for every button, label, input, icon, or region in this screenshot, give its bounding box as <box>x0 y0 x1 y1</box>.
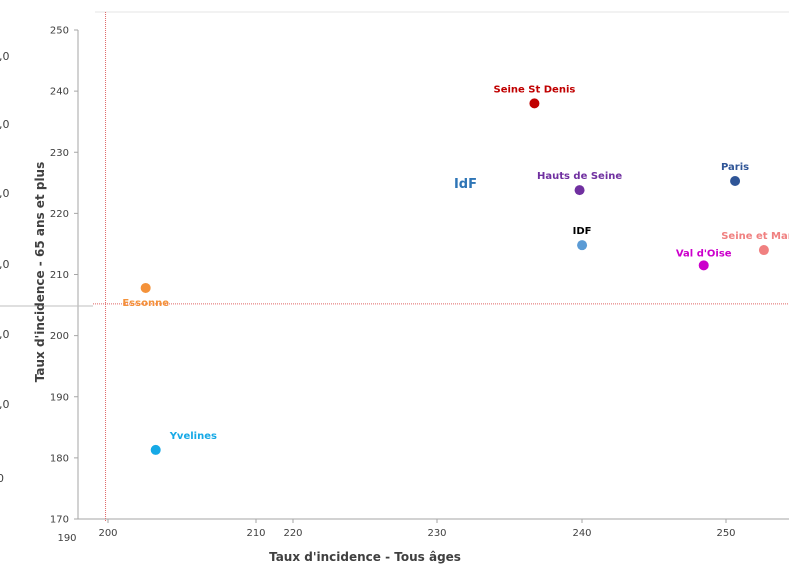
data-point <box>140 282 151 293</box>
data-point-label: Seine St Denis <box>494 84 576 95</box>
y-axis-title: Taux d'incidence - 65 ans et plus <box>33 162 47 382</box>
x-tick-label: 210 <box>246 528 265 539</box>
annotation-idf: IdF <box>454 177 477 192</box>
x-tick-label: 250 <box>716 528 735 539</box>
y-tick-label: 190 <box>50 392 69 403</box>
ghost-left-label: ,0 <box>0 187 10 200</box>
ghost-left-label: ,0 <box>0 258 10 271</box>
x-axis-title: Taux d'incidence - Tous âges <box>269 550 461 564</box>
x-tick-label: 220 <box>283 528 302 539</box>
data-point-label: IDF <box>573 226 592 237</box>
ghost-left-label: ,0 <box>0 328 10 341</box>
data-point <box>150 444 161 455</box>
data-point-label: Paris <box>721 162 749 173</box>
y-tick-label: 250 <box>50 26 69 37</box>
y-tick-label: 230 <box>50 148 69 159</box>
data-point-label: Seine et Marne <box>721 231 789 242</box>
data-point-label: Hauts de Seine <box>537 171 622 182</box>
ghost-left-labels: ,0 ,0 ,0 ,0 ,0 ,0 <box>0 50 10 411</box>
y-tick-label: 210 <box>50 270 69 281</box>
data-point-label: Val d'Oise <box>676 248 732 259</box>
x-tick-label: 200 <box>98 528 117 539</box>
data-point <box>577 240 588 251</box>
y-axis-ticks: 170 180 190 200 210 220 230 240 250 <box>50 26 78 526</box>
y-tick-label: 180 <box>50 453 69 464</box>
data-point <box>574 185 585 196</box>
data-points: Seine St Denis Hauts de Seine Paris IDF Sein… <box>122 84 789 455</box>
data-point <box>698 260 709 271</box>
y-tick-label: 240 <box>50 87 69 98</box>
ghost-left-label: ,0 <box>0 50 10 63</box>
x-tick-label: 240 <box>572 528 591 539</box>
x-extra-tick-label: 190 <box>57 533 76 544</box>
x-axis-ticks: 200 210 220 230 240 250 <box>98 519 736 539</box>
x-tick-label: 230 <box>427 528 446 539</box>
data-point-label: Essonne <box>122 298 169 309</box>
data-point <box>730 175 741 186</box>
ghost-bottom-left-label: 0 <box>0 472 4 485</box>
data-point <box>758 245 769 256</box>
data-point-label: Yvelines <box>169 431 217 442</box>
data-point <box>529 98 540 109</box>
ghost-left-label: ,0 <box>0 398 10 411</box>
y-tick-label: 220 <box>50 209 69 220</box>
ghost-left-label: ,0 <box>0 118 10 131</box>
y-tick-label: 170 <box>50 515 69 526</box>
y-tick-label: 200 <box>50 331 69 342</box>
